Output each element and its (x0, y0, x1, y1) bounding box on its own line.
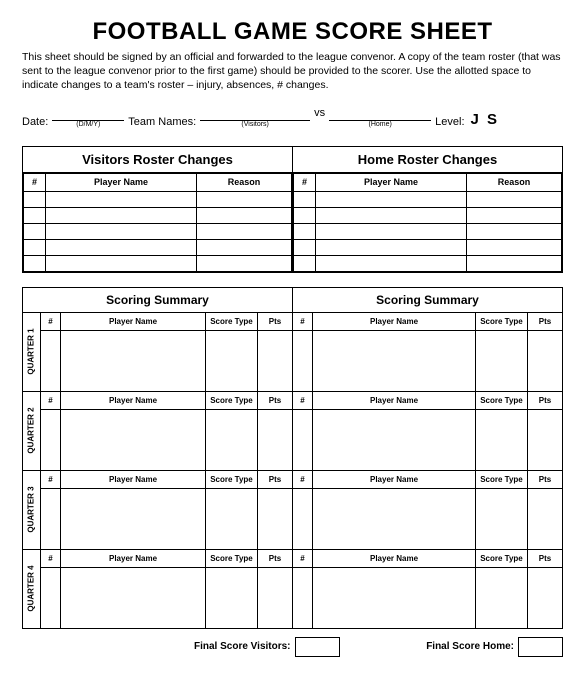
scoring-col-score: Score Type (476, 313, 528, 330)
scoring-col-name: Player Name (313, 471, 476, 488)
page-title: FOOTBALL GAME SCORE SHEET (22, 18, 563, 46)
scoring-col-name: Player Name (313, 313, 476, 330)
scoring-col-pts: Pts (258, 471, 292, 488)
date-label: Date: (22, 116, 48, 128)
scoring-col-name: Player Name (61, 471, 206, 488)
date-sub: (D/M/Y) (52, 121, 124, 128)
scoring-data-area[interactable] (41, 568, 292, 628)
scoring-col-pts: Pts (528, 392, 562, 409)
scoring-col-pts: Pts (528, 313, 562, 330)
quarter-label: QUARTER 2 (23, 392, 41, 470)
level-label: Level: (435, 116, 464, 128)
date-field[interactable] (52, 107, 124, 121)
roster-row[interactable] (294, 207, 562, 223)
scoring-col-num: # (41, 471, 61, 488)
scoring-col-pts: Pts (528, 471, 562, 488)
roster-col-reason: Reason (197, 173, 292, 191)
final-visitors: Final Score Visitors: (194, 637, 340, 657)
quarter-row: QUARTER 3#Player NameScore TypePts (23, 471, 292, 550)
final-home: Final Score Home: (426, 637, 563, 657)
scoring-col-name: Player Name (61, 392, 206, 409)
scoring-data-area[interactable] (41, 331, 292, 391)
roster-row[interactable] (294, 255, 562, 271)
quarter-row: #Player NameScore TypePts (293, 392, 562, 471)
scoring-col-score: Score Type (476, 392, 528, 409)
roster-row[interactable] (24, 207, 292, 223)
roster-row[interactable] (294, 223, 562, 239)
scoring-col-num: # (293, 313, 313, 330)
roster-col-name: Player Name (316, 173, 467, 191)
scoring-col-pts: Pts (258, 392, 292, 409)
final-home-label: Final Score Home: (426, 641, 514, 652)
level-values: J S (471, 111, 500, 128)
quarter-row: QUARTER 1#Player NameScore TypePts (23, 313, 292, 392)
scoring-col-score: Score Type (206, 550, 258, 567)
scoring-col-score: Score Type (206, 471, 258, 488)
scoring-col-name: Player Name (61, 313, 206, 330)
home-sub: (Home) (329, 121, 431, 128)
scoring-col-score: Score Type (206, 313, 258, 330)
roster-visitors: Visitors Roster Changes #Player NameReas… (23, 147, 293, 272)
scoring-col-num: # (293, 471, 313, 488)
scoring-col-score: Score Type (206, 392, 258, 409)
scoring-col-num: # (293, 550, 313, 567)
meta-row: Date: (D/M/Y) Team Names: (Visitors) vs … (22, 107, 563, 128)
quarter-row: #Player NameScore TypePts (293, 313, 562, 392)
scoring-col-num: # (41, 392, 61, 409)
roster-row[interactable] (294, 191, 562, 207)
quarter-label: QUARTER 4 (23, 550, 41, 628)
quarter-row: #Player NameScore TypePts (293, 471, 562, 550)
quarter-row: QUARTER 2#Player NameScore TypePts (23, 392, 292, 471)
scoring-col-name: Player Name (313, 550, 476, 567)
scoring-col-score: Score Type (476, 550, 528, 567)
vs-text: vs (314, 107, 325, 119)
visitors-sub: (Visitors) (200, 121, 310, 128)
scoring-col-pts: Pts (528, 550, 562, 567)
home-field[interactable] (329, 107, 431, 121)
final-visitors-label: Final Score Visitors: (194, 641, 291, 652)
final-visitors-box[interactable] (295, 637, 340, 657)
scoring-col-score: Score Type (476, 471, 528, 488)
scoring-data-area[interactable] (293, 331, 562, 391)
scoring-home-title: Scoring Summary (293, 288, 562, 313)
scoring-col-num: # (41, 313, 61, 330)
roster-col-name: Player Name (46, 173, 197, 191)
team-label: Team Names: (128, 116, 196, 128)
final-row: Final Score Visitors: Final Score Home: (22, 637, 563, 657)
scoring-col-name: Player Name (61, 550, 206, 567)
scoring-section: Scoring Summary QUARTER 1#Player NameSco… (22, 287, 563, 629)
scoring-col-pts: Pts (258, 550, 292, 567)
scoring-col-num: # (41, 550, 61, 567)
scoring-col-name: Player Name (313, 392, 476, 409)
roster-section: Visitors Roster Changes #Player NameReas… (22, 146, 563, 273)
scoring-data-area[interactable] (293, 410, 562, 470)
scoring-visitors-title: Scoring Summary (23, 288, 292, 313)
intro-text: This sheet should be signed by an offici… (22, 50, 563, 93)
scoring-data-area[interactable] (41, 410, 292, 470)
roster-visitors-title: Visitors Roster Changes (23, 147, 292, 173)
final-home-box[interactable] (518, 637, 563, 657)
scoring-data-area[interactable] (293, 489, 562, 549)
scoring-visitors: Scoring Summary QUARTER 1#Player NameSco… (23, 288, 293, 628)
roster-row[interactable] (24, 239, 292, 255)
quarter-label: QUARTER 3 (23, 471, 41, 549)
roster-row[interactable] (24, 255, 292, 271)
quarter-label: QUARTER 1 (23, 313, 41, 391)
scoring-data-area[interactable] (41, 489, 292, 549)
roster-row[interactable] (294, 239, 562, 255)
roster-col-reason: Reason (467, 173, 562, 191)
quarter-row: #Player NameScore TypePts (293, 550, 562, 628)
scoring-home: Scoring Summary #Player NameScore TypePt… (293, 288, 562, 628)
roster-home: Home Roster Changes #Player NameReason (293, 147, 562, 272)
scoring-data-area[interactable] (293, 568, 562, 628)
quarter-row: QUARTER 4#Player NameScore TypePts (23, 550, 292, 628)
visitors-field[interactable] (200, 107, 310, 121)
roster-col-num: # (294, 173, 316, 191)
roster-row[interactable] (24, 191, 292, 207)
roster-home-title: Home Roster Changes (293, 147, 562, 173)
scoring-col-pts: Pts (258, 313, 292, 330)
roster-row[interactable] (24, 223, 292, 239)
scoring-col-num: # (293, 392, 313, 409)
roster-col-num: # (24, 173, 46, 191)
